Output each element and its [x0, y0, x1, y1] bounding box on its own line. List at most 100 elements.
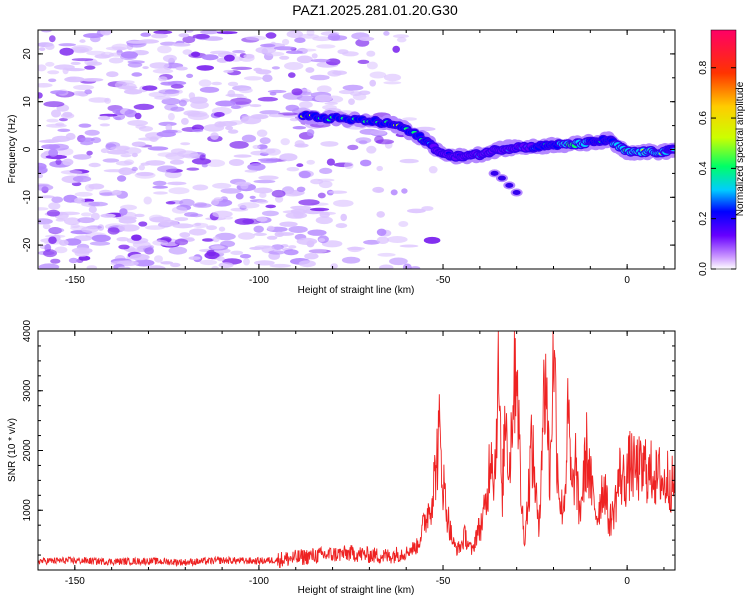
noise-blob	[259, 110, 281, 115]
noise-blob	[43, 249, 57, 258]
colorbar-tick-label: 0.2	[698, 211, 709, 225]
noise-blob	[249, 104, 262, 108]
noise-blob	[132, 240, 151, 249]
noise-blob	[58, 211, 80, 216]
noise-blob	[196, 65, 214, 71]
noise-blob	[290, 205, 312, 210]
spectrogram-x-tick-label: -150	[65, 275, 85, 286]
noise-blob	[171, 206, 188, 214]
noise-blob	[224, 54, 235, 62]
noise-blob	[254, 245, 271, 249]
noise-blob	[75, 92, 87, 96]
noise-blob	[158, 76, 168, 82]
noise-blob	[363, 239, 381, 245]
noise-blob	[357, 59, 370, 64]
noise-blob	[379, 264, 394, 269]
noise-blob	[245, 35, 267, 41]
noise-blob	[314, 94, 333, 103]
noise-blob	[265, 51, 285, 57]
noise-blob	[58, 239, 69, 246]
noise-blob	[317, 192, 326, 199]
noise-blob	[283, 190, 303, 197]
noise-blob	[152, 180, 167, 186]
noise-blob	[174, 217, 189, 222]
noise-blob	[342, 84, 364, 91]
noise-blob	[243, 258, 250, 266]
noise-blob	[210, 50, 231, 55]
noise-blob	[50, 90, 67, 95]
noise-blob	[280, 138, 290, 146]
noise-blob	[42, 223, 51, 230]
noise-blob	[257, 144, 268, 150]
noise-blob	[49, 35, 56, 43]
noise-blob	[271, 66, 280, 70]
noise-blob	[88, 183, 105, 190]
noise-blob	[237, 232, 255, 240]
noise-blob	[152, 185, 168, 189]
noise-blob	[267, 225, 275, 231]
noise-blob	[186, 110, 208, 118]
noise-blob	[291, 88, 303, 96]
noise-blob	[316, 85, 332, 93]
noise-blob	[157, 165, 178, 173]
snr-y-axis-label: SNR (10 * v/v)	[7, 418, 18, 482]
noise-blob	[298, 170, 311, 179]
noise-blob	[271, 189, 286, 198]
noise-blob	[296, 55, 313, 64]
noise-blob	[374, 135, 384, 144]
noise-blob	[199, 259, 218, 266]
noise-blob	[258, 175, 279, 181]
noise-blob	[260, 148, 276, 154]
colorbar-tick-label: 0.8	[698, 60, 709, 74]
noise-blob	[277, 232, 295, 236]
noise-blob	[47, 70, 60, 75]
noise-blob	[225, 125, 234, 131]
noise-blob	[38, 83, 53, 88]
noise-blob	[271, 244, 284, 251]
noise-blob	[54, 246, 68, 254]
noise-blob	[58, 43, 76, 47]
noise-blob	[253, 225, 264, 233]
noise-blob	[255, 216, 268, 222]
noise-blob	[175, 66, 188, 71]
noise-blob	[142, 85, 158, 91]
noise-blob	[212, 182, 232, 189]
noise-blob	[290, 208, 308, 215]
noise-blob	[123, 159, 135, 165]
noise-blob	[149, 62, 170, 69]
noise-blob	[48, 202, 61, 210]
noise-blob	[100, 30, 112, 36]
noise-blob	[103, 169, 125, 173]
noise-blob	[238, 87, 253, 94]
noise-blob	[421, 206, 434, 211]
noise-blob	[428, 166, 438, 174]
branch-core	[497, 175, 506, 181]
noise-blob	[220, 240, 236, 248]
noise-blob	[172, 43, 191, 47]
noise-blob	[178, 99, 187, 107]
noise-blob	[84, 89, 93, 95]
noise-blob	[390, 189, 398, 196]
noise-blob	[41, 30, 52, 33]
noise-blob	[344, 161, 354, 169]
noise-blob	[192, 222, 209, 228]
noise-blob	[228, 159, 245, 166]
noise-blob	[167, 181, 187, 186]
noise-blob	[78, 255, 91, 261]
noise-blob	[243, 53, 255, 59]
snr-x-tick-label: 0	[624, 576, 630, 587]
noise-blob	[84, 129, 100, 136]
noise-blob	[120, 154, 132, 158]
noise-blob	[68, 257, 79, 264]
noise-blob	[48, 148, 59, 157]
noise-blob	[243, 76, 263, 81]
noise-blob	[332, 70, 347, 76]
noise-blob	[206, 225, 218, 231]
noise-blob	[70, 61, 81, 65]
noise-blob	[131, 166, 138, 172]
noise-blob	[279, 221, 298, 227]
noise-blob	[162, 54, 177, 63]
noise-blob	[318, 238, 326, 242]
noise-blob	[170, 106, 185, 112]
